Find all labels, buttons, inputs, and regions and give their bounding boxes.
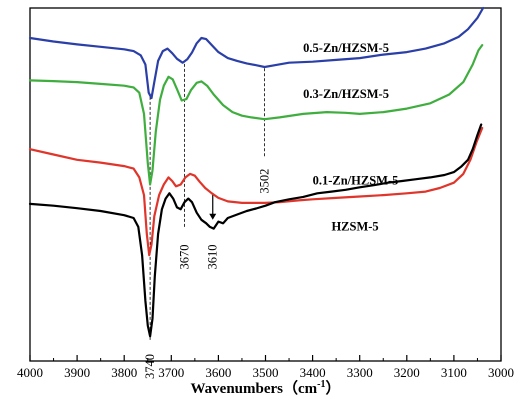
series-label: 0.1-Zn/HZSM-5: [313, 174, 399, 188]
series-label: 0.3-Zn/HZSM-5: [303, 87, 389, 101]
x-axis-label-superscript: -1: [317, 379, 325, 390]
series-line-0-1-zn-hzsm-5: [28, 126, 484, 257]
x-tick-label: 3200: [394, 365, 420, 380]
x-tick-label: 3700: [158, 365, 184, 380]
x-axis-label: Wavenumbers（cm-1）: [190, 379, 340, 397]
x-axis: 4000 3900 3800 3700 3600 3500 3400 3300 3200 3100…: [17, 355, 514, 380]
series-line-hzsm-5: [28, 123, 483, 338]
series-label: HZSM-5: [331, 219, 378, 233]
x-axis-label-text: Wavenumbers（cm: [190, 379, 317, 397]
x-tick-label: 3100: [441, 365, 467, 380]
peak-label-3502: 3502: [258, 169, 272, 194]
series-line-0-3-zn-hzsm-5: [28, 44, 484, 186]
series-group: [28, 6, 485, 338]
series-labels: 0.5-Zn/HZSM-5 0.3-Zn/HZSM-5 0.1-Zn/HZSM-5 H…: [303, 41, 398, 233]
x-tick-label: 3500: [253, 365, 279, 380]
series-line-0-5-zn-hzsm-5: [28, 6, 485, 100]
peak-label-3610: 3610: [206, 245, 220, 270]
peak-label-3740: 3740: [143, 354, 157, 379]
x-tick-label: 3000: [488, 365, 514, 380]
peak-label-3670: 3670: [177, 245, 191, 270]
x-axis-label-close: ）: [326, 379, 341, 397]
x-tick-label: 3400: [300, 365, 326, 380]
x-tick-label: 3800: [111, 365, 137, 380]
x-tick-label: 3600: [205, 365, 231, 380]
x-tick-label: 3900: [64, 365, 90, 380]
annotations: 3740 3670 3610 3502: [143, 60, 272, 379]
x-tick-label: 3300: [347, 365, 373, 380]
x-tick-label: 4000: [17, 365, 43, 380]
peak-arrow-head: [209, 213, 217, 220]
series-label: 0.5-Zn/HZSM-5: [303, 41, 389, 55]
